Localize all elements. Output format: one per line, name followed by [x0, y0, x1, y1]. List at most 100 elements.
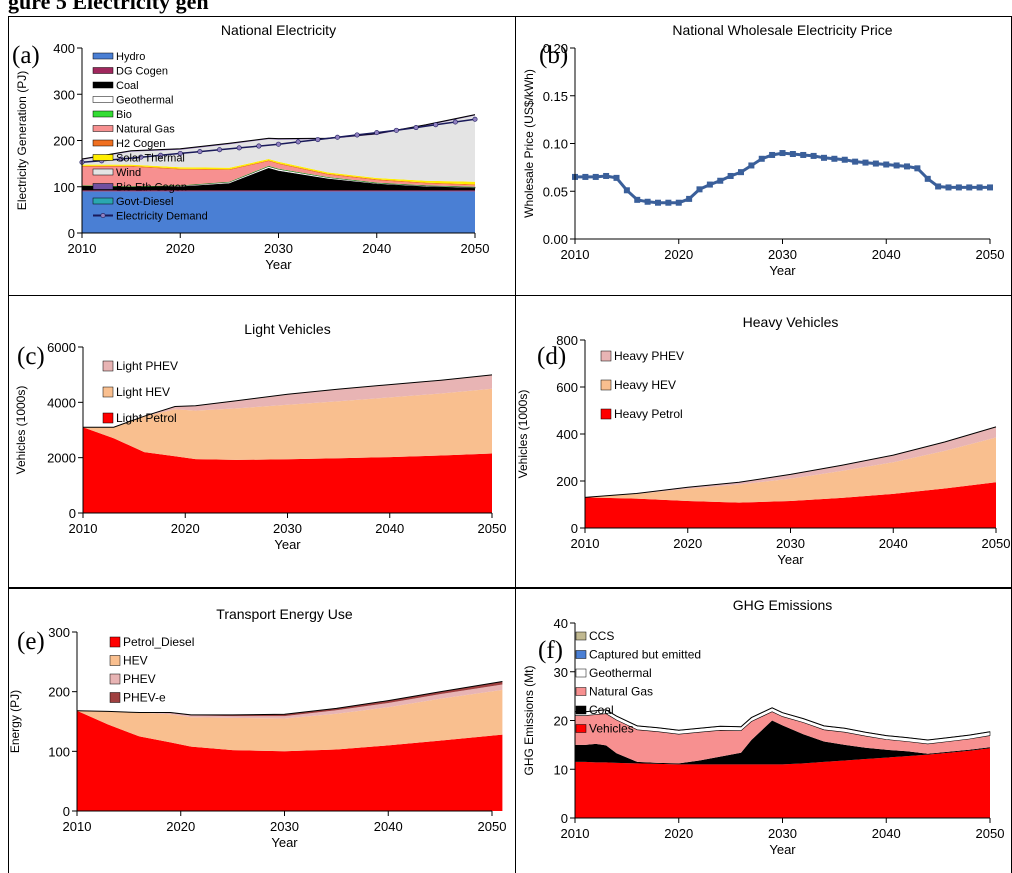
x-tick-label: 2020: [673, 536, 702, 551]
panel-letter: (c): [17, 343, 45, 370]
legend-swatch: [600, 408, 612, 420]
x-tick-label: 2040: [375, 521, 404, 536]
legend-label: PHEV-e: [123, 691, 166, 705]
y-axis-label: Wholesale Price (US$/kWh): [522, 69, 536, 218]
legend-label: Geothermal: [116, 95, 173, 107]
panel-border-b: [515, 16, 1012, 296]
area-e-petrol-diesel: [77, 710, 503, 811]
area-f-vehicles: [575, 748, 990, 818]
area-d-heavy-petrol: [585, 482, 996, 528]
price-marker: [613, 174, 620, 181]
x-tick-label: 2010: [571, 536, 600, 551]
y-axis-label: Electricity Generation (PJ): [15, 71, 29, 210]
y-tick-label: 2000: [47, 451, 76, 466]
legend-swatch: [92, 154, 114, 161]
price-marker: [592, 173, 599, 180]
chart-svg-b: 2010 2020 2030 2040 2050 0.00 0.05 0.10 0.15 0.20…: [522, 22, 1004, 278]
x-axis-label: Year: [769, 263, 796, 278]
panel-border-c: [8, 295, 516, 588]
price-marker: [779, 150, 786, 157]
demand-marker: [295, 139, 301, 145]
x-tick-label: 2040: [879, 536, 908, 551]
legend-label: Coal: [116, 80, 139, 92]
x-tick-label: 2040: [362, 241, 391, 256]
legend-label: HEV: [123, 654, 148, 668]
legend-marker: [100, 213, 106, 219]
price-marker: [831, 155, 838, 162]
page-title: gure 5 Electricity gen: [8, 0, 209, 14]
price-marker: [945, 184, 952, 191]
y-tick-label: 40: [554, 616, 568, 631]
y-tick-label: 30: [554, 665, 568, 680]
price-marker: [904, 163, 910, 170]
stack-outline-c: [83, 374, 493, 428]
y-tick-label: 200: [48, 685, 70, 700]
panel-border-a: [8, 16, 516, 296]
legend-label: Coal: [589, 703, 614, 717]
area-c-light-petrol: [83, 427, 492, 513]
area-e-phev: [77, 684, 503, 719]
area-e-hev: [77, 689, 503, 752]
demand-marker: [138, 154, 144, 160]
panel-letter: (a): [12, 42, 40, 69]
x-axis-label: Year: [265, 257, 292, 272]
y-tick-label: 10: [554, 762, 568, 777]
legend-swatch: [92, 96, 114, 103]
x-tick-label: 2030: [768, 826, 797, 841]
x-tick-label: 2020: [171, 521, 200, 536]
x-axis-label: Year: [777, 552, 804, 567]
price-marker: [966, 184, 973, 191]
legend-label: Wind: [116, 167, 141, 179]
x-tick-label: 2010: [68, 241, 97, 256]
panel-letter: (d): [537, 343, 566, 370]
demand-marker: [217, 147, 223, 153]
y-tick-label: 300: [48, 625, 70, 640]
chart-panel-f: 2010 2020 2030 2040 2050 0 10 20 30 40 GHG Emissio…: [516, 590, 1012, 873]
legend-swatch: [575, 687, 587, 696]
demand-marker: [158, 152, 164, 158]
panel-border-f: [515, 588, 1012, 873]
y-axis-label: Vehicles (1000s): [516, 390, 530, 479]
legend-label: Govt-Diesel: [116, 196, 173, 208]
price-marker: [623, 187, 630, 194]
legend-label: H2 Cogen: [116, 138, 166, 150]
price-marker: [883, 161, 890, 168]
legend-label: Bio Eth Cogen: [116, 182, 187, 194]
x-tick-label: 2050: [478, 521, 507, 536]
legend-swatch: [600, 350, 612, 362]
chart-title: National Wholesale Electricity Price: [672, 22, 892, 38]
price-marker: [872, 160, 879, 167]
chart-panel-d: 2010 2020 2030 2040 2050 0 200 400 600 800 Heavy V…: [516, 298, 1012, 590]
demand-marker: [334, 134, 340, 140]
y-tick-label: 0.15: [543, 89, 568, 104]
area-a-solar-thermal: [82, 159, 475, 185]
price-marker: [789, 151, 796, 158]
legend-swatch: [109, 673, 121, 685]
y-tick-label: 100: [53, 180, 75, 195]
y-axis-label: Vehicles (1000s): [14, 386, 28, 475]
chart-title: National Electricity: [221, 22, 336, 38]
price-marker: [914, 165, 921, 172]
legend-swatch: [102, 412, 114, 424]
legend-label: Solar Thermal: [116, 153, 185, 165]
price-marker: [800, 151, 807, 158]
price-marker: [893, 162, 900, 169]
legend-swatch: [92, 81, 114, 89]
y-tick-label: 100: [48, 744, 70, 759]
legend-swatch: [92, 139, 114, 147]
legend-swatch: [92, 168, 114, 176]
x-tick-label: 2050: [982, 536, 1011, 551]
legend-swatch: [109, 636, 121, 648]
price-marker: [862, 159, 869, 166]
y-tick-label: 600: [556, 380, 578, 395]
price-marker: [644, 198, 651, 205]
panel-border-e: [8, 588, 516, 873]
price-marker: [924, 175, 931, 182]
legend-swatch: [102, 386, 114, 398]
panel-letter: (f): [538, 637, 563, 664]
x-axis-label: Year: [271, 835, 298, 850]
price-marker: [738, 169, 744, 176]
x-tick-label: 2020: [664, 247, 693, 262]
demand-marker: [354, 132, 360, 138]
